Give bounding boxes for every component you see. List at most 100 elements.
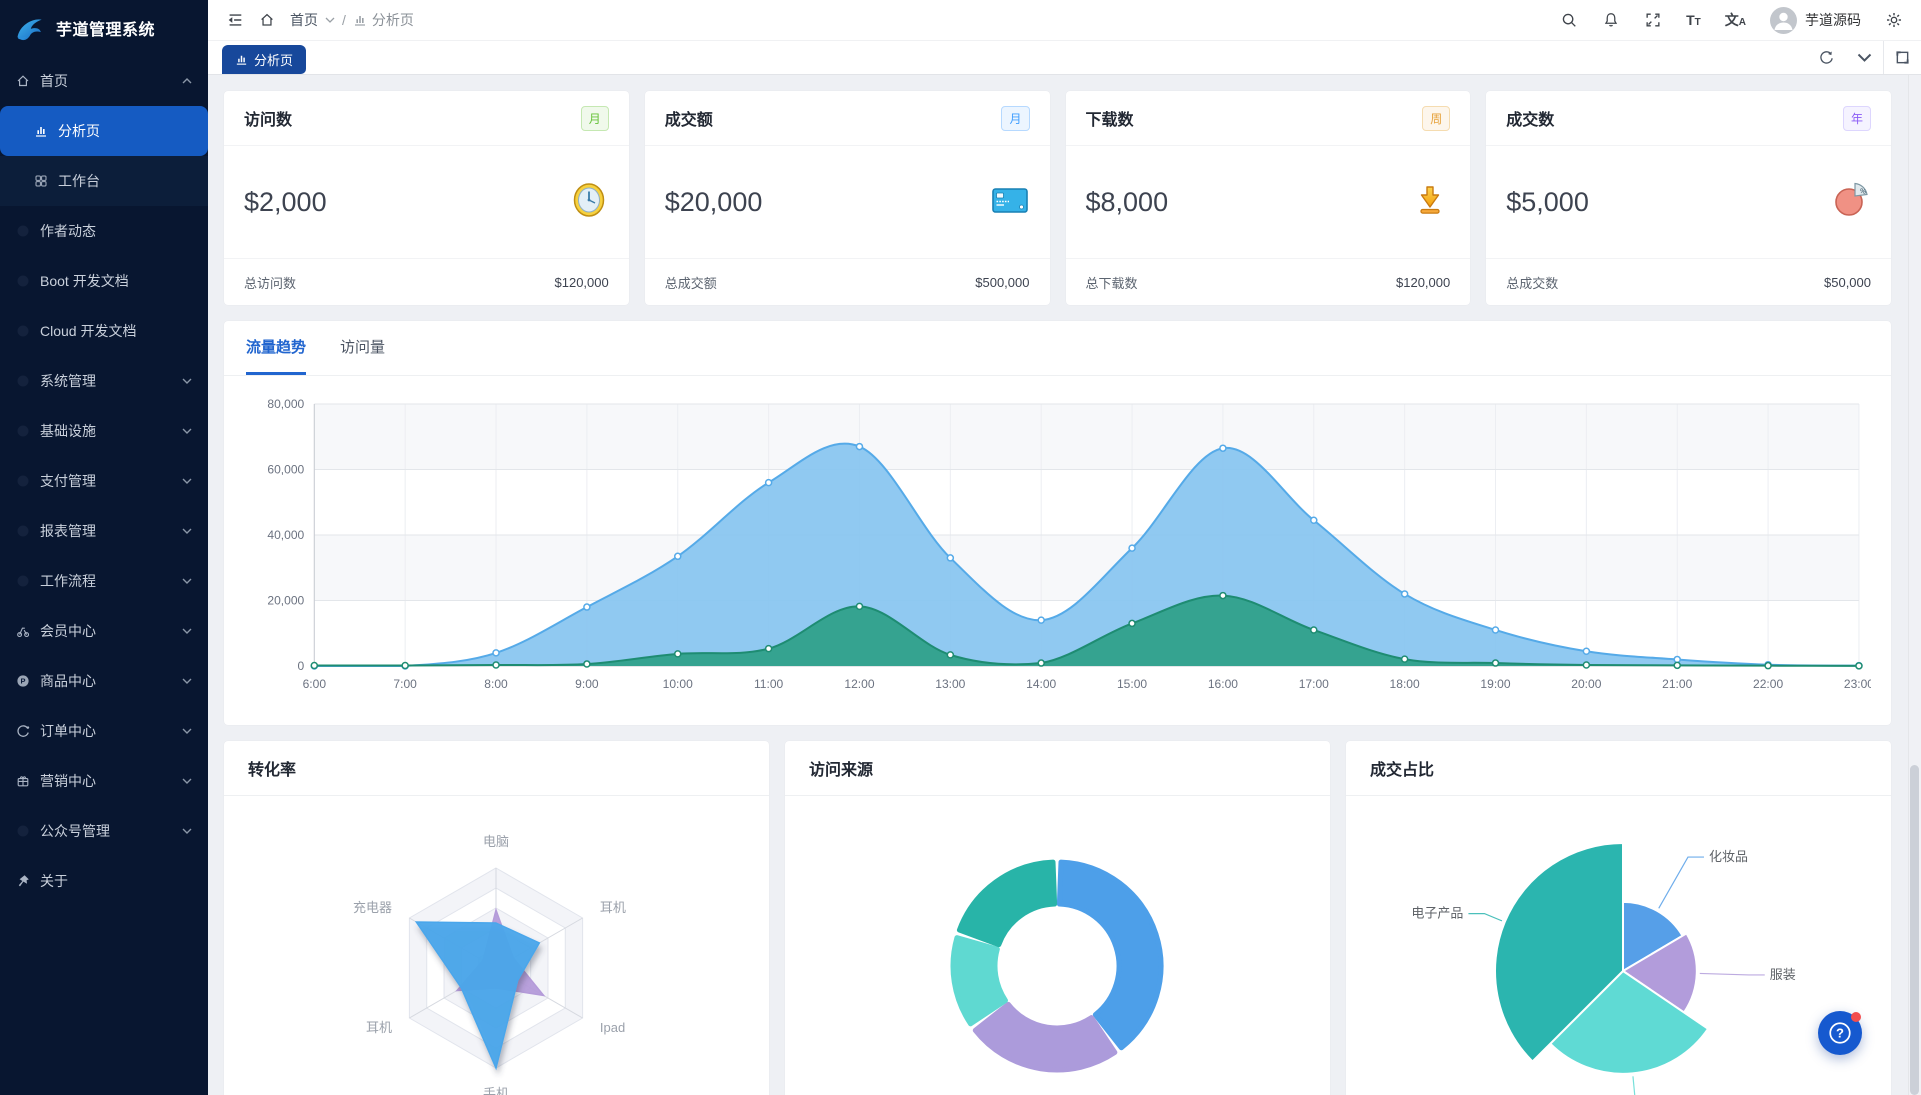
sidebar-item-14[interactable]: 营销中心	[0, 756, 208, 806]
svg-text:服装: 服装	[1770, 967, 1796, 982]
dot-icon	[16, 474, 31, 489]
svg-text:6:00: 6:00	[303, 677, 327, 691]
breadcrumb-home[interactable]: 首页	[290, 12, 318, 28]
sidebar-item-label: 支付管理	[40, 473, 96, 489]
settings-gear-icon[interactable]	[1885, 11, 1903, 29]
sidebar-item-3[interactable]: 作者动态	[0, 206, 208, 256]
svg-text:16:00: 16:00	[1208, 677, 1238, 691]
sidebar-item-10[interactable]: 工作流程	[0, 556, 208, 606]
dot-icon	[16, 424, 31, 439]
sidebar-item-7[interactable]: 基础设施	[0, 406, 208, 456]
bottom-charts-row: 转化率 电脑 耳机 Ipad 手机 耳机 充电器 访问来源 成交占比 化妆品 服装 电子产品	[224, 741, 1891, 1095]
chart-icon	[34, 124, 49, 139]
sidebar-item-2[interactable]: 工作台	[0, 156, 208, 206]
sidebar-item-4[interactable]: Boot 开发文档	[0, 256, 208, 306]
stat-card-value: $2,000	[244, 186, 327, 217]
maximize-icon[interactable]	[1883, 41, 1921, 74]
sidebar-item-6[interactable]: 系统管理	[0, 356, 208, 406]
svg-text:22:00: 22:00	[1753, 677, 1783, 691]
sidebar-item-13[interactable]: 订单中心	[0, 706, 208, 756]
sidebar-item-label: 公众号管理	[40, 823, 110, 839]
product-icon: P	[16, 674, 31, 689]
traffic-trend-card: 流量趋势 访问量 0 20,000 40,000 60,000 80,000 6:00 7:0…	[224, 321, 1891, 725]
stat-card-title: 访问数	[244, 112, 293, 129]
sidebar-item-0[interactable]: 首页	[0, 56, 208, 106]
trend-tab-0[interactable]: 流量趋势	[246, 321, 307, 375]
stat-footer-value: $500,000	[975, 274, 1030, 290]
svg-text:手机: 手机	[483, 1086, 509, 1095]
sidebar-item-8[interactable]: 支付管理	[0, 456, 208, 506]
svg-text:0: 0	[298, 659, 305, 673]
period-badge: 月	[580, 105, 609, 131]
visit-source-donut-chart	[950, 859, 1164, 1073]
home-icon[interactable]	[258, 11, 276, 29]
scrollbar-thumb[interactable]	[1910, 765, 1919, 1095]
stat-card-value: $8,000	[1085, 186, 1169, 217]
search-icon[interactable]	[1560, 11, 1578, 29]
sidebar-item-1[interactable]: 分析页	[0, 106, 208, 156]
sidebar-item-5[interactable]: Cloud 开发文档	[0, 306, 208, 356]
svg-text:充电器: 充电器	[353, 900, 392, 915]
bell-icon[interactable]	[1602, 11, 1620, 29]
svg-text:15:00: 15:00	[1117, 677, 1147, 691]
logo-icon	[17, 19, 42, 41]
tab-bar: 分析页	[208, 41, 1921, 75]
chevron-up-icon	[182, 78, 192, 84]
fullscreen-icon[interactable]	[1644, 11, 1662, 29]
period-badge: 年	[1842, 105, 1871, 131]
username: 芋道源码	[1805, 12, 1861, 28]
breadcrumb: 首页 / 分析页	[290, 10, 414, 30]
chevron-down-icon	[182, 728, 192, 734]
trend-tab-1[interactable]: 访问量	[340, 339, 386, 356]
credit-card-icon	[990, 180, 1030, 225]
font-size-icon[interactable]: TT	[1686, 12, 1701, 28]
help-button[interactable]: ?	[1818, 1011, 1862, 1055]
stat-card-title: 成交数	[1506, 112, 1555, 129]
stat-card-value: $5,000	[1506, 186, 1589, 217]
stat-footer-label: 总访问数	[244, 275, 297, 291]
sidebar-item-9[interactable]: 报表管理	[0, 506, 208, 556]
collapse-sidebar-icon[interactable]	[226, 11, 244, 29]
sidebar-item-label: 分析页	[58, 123, 100, 139]
dot-icon	[16, 324, 31, 339]
sidebar-item-label: 报表管理	[40, 523, 96, 539]
svg-text:13:00: 13:00	[935, 677, 965, 691]
chevron-down-icon[interactable]	[325, 17, 335, 23]
page-content: 访问数 月 $2,000 总访问数 $120,000 成交额 月 $20,000 总成交额 $50…	[208, 75, 1921, 1095]
refresh-icon[interactable]	[1807, 41, 1845, 74]
app-logo[interactable]: 芋道管理系统	[0, 0, 208, 56]
pin-icon	[16, 874, 31, 889]
sidebar-item-15[interactable]: 公众号管理	[0, 806, 208, 856]
svg-text:Ipad: Ipad	[600, 1020, 625, 1035]
svg-text:P: P	[20, 676, 25, 685]
stat-footer-label: 总下载数	[1085, 275, 1138, 291]
svg-text:20,000: 20,000	[267, 594, 304, 608]
breadcrumb-separator: /	[342, 12, 346, 28]
avatar	[1770, 6, 1797, 34]
pie-percent-icon: %	[1831, 180, 1871, 225]
card-title: 成交占比	[1346, 741, 1891, 796]
chevron-down-icon	[182, 578, 192, 584]
svg-text:40,000: 40,000	[267, 528, 304, 542]
locale-icon[interactable]: 文A	[1724, 12, 1746, 28]
svg-text:?: ?	[1836, 1026, 1844, 1041]
sidebar-item-11[interactable]: 会员中心	[0, 606, 208, 656]
svg-text:20:00: 20:00	[1571, 677, 1601, 691]
sidebar-item-12[interactable]: P 商品中心	[0, 656, 208, 706]
stat-cards-row: 访问数 月 $2,000 总访问数 $120,000 成交额 月 $20,000 总成交额 $50…	[224, 91, 1891, 305]
trend-chart-body: 0 20,000 40,000 60,000 80,000 6:00 7:00 8:00 9:0…	[224, 376, 1891, 725]
tabbar-controls	[1807, 41, 1921, 74]
svg-text:电子产品: 电子产品	[1411, 906, 1463, 921]
user-menu[interactable]: 芋道源码	[1770, 6, 1861, 34]
sidebar-item-label: 系统管理	[40, 373, 96, 389]
stat-card-3: 成交数 年 $5,000% 总成交数 $50,000	[1486, 91, 1891, 305]
chevron-down-icon[interactable]	[1845, 41, 1883, 74]
sidebar-menu: 首页分析页工作台 作者动态 Boot 开发文档 Cloud 开发文档系统管理基础设施支…	[0, 56, 208, 906]
dot-icon	[16, 374, 31, 389]
card-title: 转化率	[224, 741, 769, 796]
tab-analysis-page[interactable]: 分析页	[222, 45, 307, 74]
sidebar-item-16[interactable]: 关于	[0, 856, 208, 906]
stat-footer-value: $120,000	[554, 274, 609, 290]
svg-text:21:00: 21:00	[1662, 677, 1692, 691]
